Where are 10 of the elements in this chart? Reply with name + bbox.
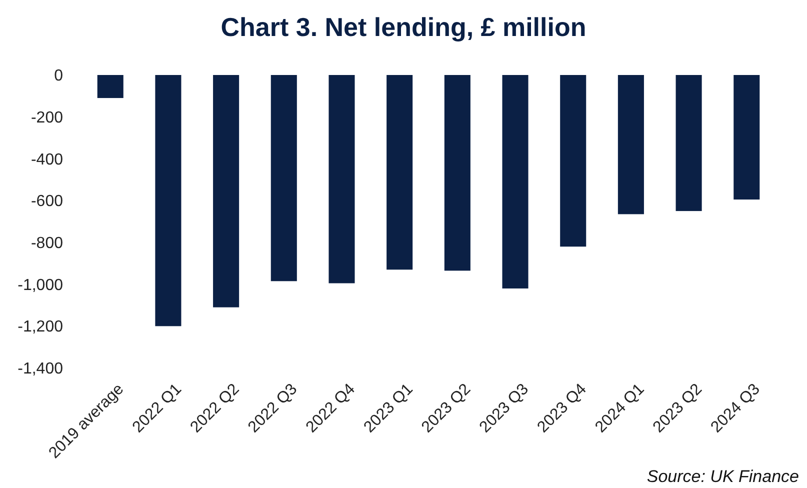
source-note: Source: UK Finance [646, 467, 799, 486]
y-tick-label: -600 [30, 193, 64, 210]
y-tick-label: -400 [30, 151, 64, 168]
chart-title: Chart 3. Net lending, £ million [220, 12, 586, 42]
y-tick-label: -1,000 [18, 276, 64, 294]
y-tick-label: -1,200 [18, 318, 64, 336]
y-tick-label: 0 [54, 68, 64, 85]
y-tick-label: -1,400 [18, 360, 64, 378]
y-tick-label: -800 [30, 235, 64, 252]
y-tick-label: -200 [30, 109, 64, 126]
